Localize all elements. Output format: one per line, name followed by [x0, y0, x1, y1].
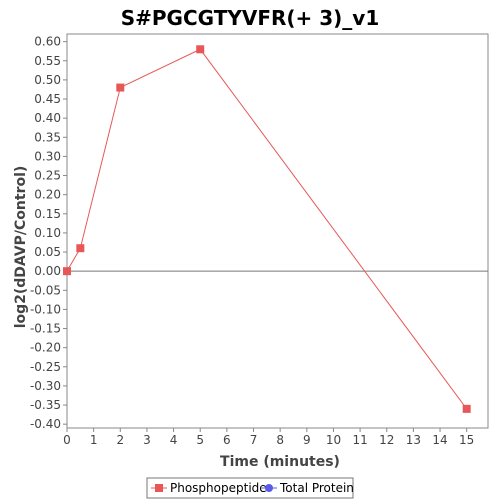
y-axis-ticks: 0.60 0.55 0.50 0.45 0.40 0.35 0.30 0.25 0.20 0.15…: [30, 35, 67, 431]
x-tick-label: 15: [459, 433, 474, 447]
y-tick-label: -0.35: [30, 398, 61, 412]
data-point: [63, 267, 71, 276]
y-tick-label: 0.20: [34, 188, 61, 202]
legend-box: [146, 477, 354, 499]
x-tick-label: 5: [196, 433, 204, 447]
y-tick-label: -0.30: [30, 379, 61, 393]
y-tick-label: 0.00: [34, 264, 61, 278]
y-tick-label: -0.10: [30, 302, 61, 316]
legend-label-phosphopeptide: Phosphopeptide: [170, 481, 267, 495]
y-tick-label: 0.30: [34, 149, 61, 163]
y-tick-label: -0.20: [30, 341, 61, 355]
x-tick-label: 8: [276, 433, 284, 447]
x-tick-label: 7: [250, 433, 258, 447]
legend-item-total-protein: Total Protein: [261, 481, 354, 495]
legend-marker-total-protein: [265, 484, 273, 492]
data-point: [116, 83, 125, 92]
y-tick-label: 0.05: [34, 245, 61, 259]
y-tick-label: 0.35: [34, 130, 61, 144]
y-tick-label: 0.50: [34, 73, 61, 87]
data-point: [462, 404, 471, 413]
y-tick-label: -0.05: [30, 283, 61, 297]
x-tick-label: 9: [303, 433, 311, 447]
legend-item-phosphopeptide: Phosphopeptide: [151, 481, 267, 495]
x-axis-ticks: 0 1 2 3 4 5 6 7 8 9 10 11 12 13 14 15: [63, 428, 474, 447]
x-tick-label: 1: [90, 433, 98, 447]
chart-title: S#PGCGTYVFR(+ 3)_v1: [121, 6, 380, 30]
y-tick-label: -0.15: [30, 322, 61, 336]
legend-label-total-protein: Total Protein: [279, 481, 354, 495]
data-point: [76, 244, 85, 253]
y-tick-label: -0.25: [30, 360, 61, 374]
y-tick-label: 0.15: [34, 207, 61, 221]
x-tick-label: 11: [352, 433, 367, 447]
x-tick-label: 14: [432, 433, 447, 447]
y-tick-label: 0.45: [34, 92, 61, 106]
y-tick-label: 0.55: [34, 54, 61, 68]
x-axis-label: Time (minutes): [220, 454, 340, 470]
series-layer: [63, 45, 471, 413]
plot-area: [66, 33, 489, 429]
x-tick-label: 10: [326, 433, 341, 447]
y-tick-label: 0.25: [34, 169, 61, 183]
data-point: [196, 45, 205, 54]
y-tick-label: 0.60: [34, 35, 61, 49]
x-tick-label: 6: [223, 433, 231, 447]
y-tick-label: -0.40: [30, 417, 61, 431]
y-axis-label: log2(dDAVP/Control): [13, 166, 29, 329]
legend-marker-phosphopeptide: [155, 484, 163, 492]
y-tick-label: 0.10: [34, 226, 61, 240]
x-tick-label: 3: [143, 433, 151, 447]
legend: Phosphopeptide Total Protein: [146, 477, 354, 499]
x-tick-label: 12: [379, 433, 394, 447]
x-tick-label: 4: [170, 433, 178, 447]
x-tick-label: 13: [406, 433, 421, 447]
x-tick-label: 2: [116, 433, 124, 447]
x-tick-label: 0: [63, 433, 71, 447]
y-tick-label: 0.40: [34, 111, 61, 125]
